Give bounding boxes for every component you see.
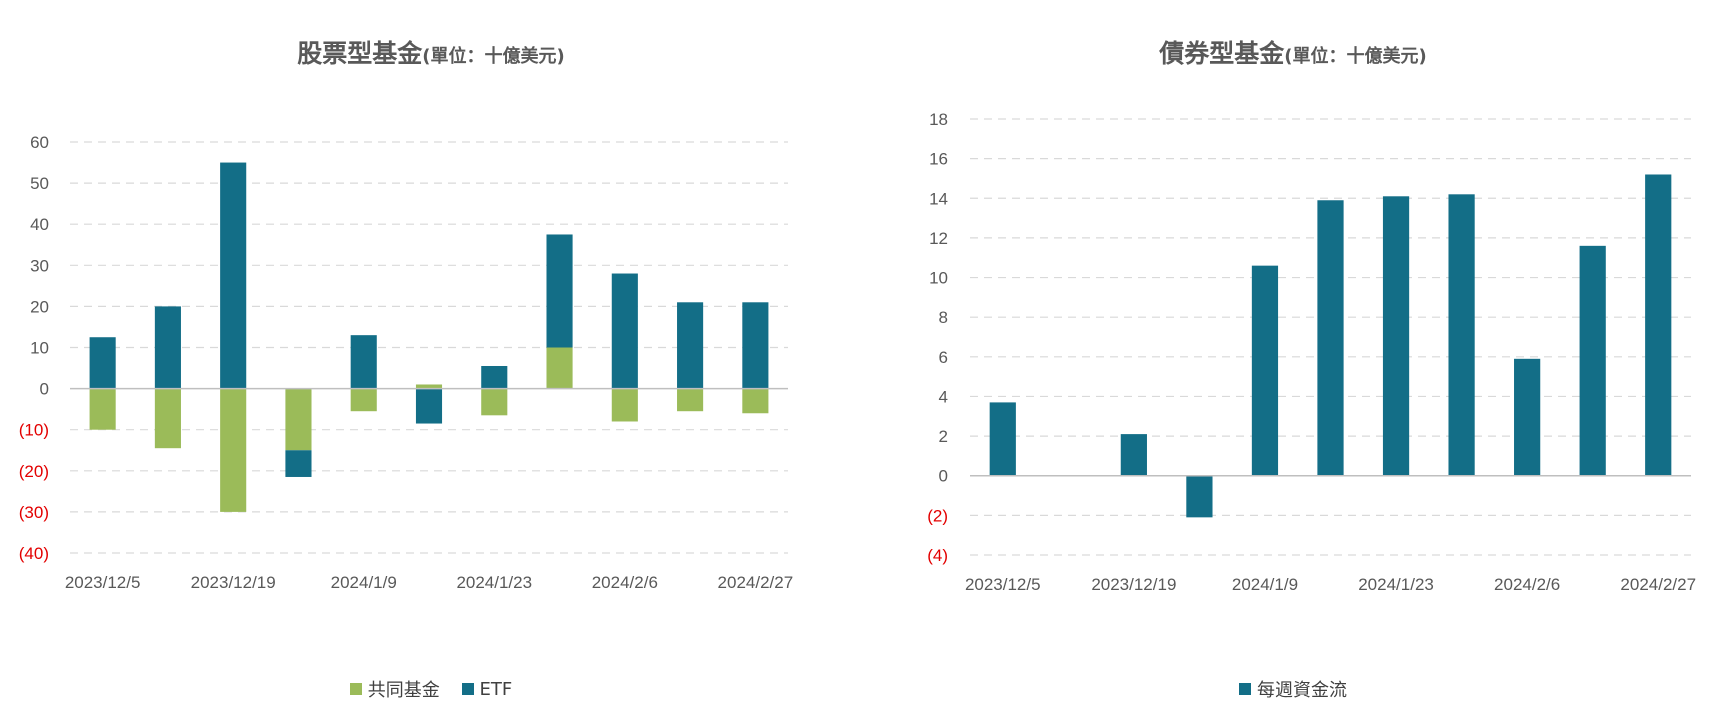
bond-y-tick-label: 16: [929, 150, 948, 169]
equity-bar-series1: [546, 347, 573, 389]
bond-y-tick-label: 14: [929, 189, 948, 208]
bond-bar-series1: [1382, 196, 1410, 476]
bond-y-tick-label: 18: [929, 110, 948, 129]
equity-bar-series1: [220, 388, 247, 512]
bond-y-tick-label: 0: [939, 467, 948, 486]
legend-label-mutual-fund: 共同基金: [367, 680, 440, 701]
equity-bar-series2: [350, 335, 377, 389]
equity-y-tick-label: 20: [30, 297, 49, 316]
equity-x-tick-label: 2023/12/5: [65, 573, 141, 592]
equity-bar-series2: [742, 302, 769, 389]
equity-chart-title: 股票型基金(單位：十億美元): [0, 34, 862, 70]
equity-bar-series1: [611, 388, 638, 422]
equity-bar-series2: [154, 306, 181, 389]
equity-bar-series1: [481, 388, 508, 416]
bond-bar-series1: [1317, 200, 1344, 476]
equity-y-tick-label: 10: [30, 339, 49, 358]
equity-x-tick-label: 2024/2/6: [592, 573, 658, 592]
legend-label-etf: ETF: [479, 678, 513, 700]
bond-bar-series1: [1448, 194, 1475, 476]
bond-bar-series1: [1251, 265, 1279, 476]
equity-bar-series2: [611, 273, 638, 389]
bond-bar-series1: [1186, 475, 1213, 518]
equity-y-tick-label: (10): [19, 421, 49, 440]
bond-x-tick-label: 2024/1/9: [1232, 575, 1298, 594]
legend-item-weekly-flow: 每週資金流: [1239, 676, 1347, 702]
equity-bar-series1: [154, 388, 181, 449]
bond-x-tick-label: 2024/2/27: [1620, 575, 1696, 594]
bond-chart-legend: 每週資金流: [862, 676, 1724, 702]
bond-y-tick-label: 10: [929, 269, 948, 288]
equity-bar-series1: [285, 388, 312, 451]
bond-bar-series1: [1120, 434, 1147, 476]
bond-bar-series1: [1514, 358, 1541, 476]
equity-bar-series2: [677, 302, 704, 389]
equity-x-tick-label: 2024/2/27: [718, 573, 794, 592]
bond-chart-title: 債券型基金(單位：十億美元): [862, 34, 1724, 70]
bond-y-tick-label: (4): [927, 546, 948, 565]
equity-chart-panel: 股票型基金(單位：十億美元) 60 50 40 30 20 10 0 (10) (20) (30)…: [0, 34, 862, 702]
equity-bar-series1: [677, 388, 704, 412]
bond-y-tick-label: 8: [939, 308, 948, 327]
equity-x-tick-label: 2024/1/9: [331, 573, 397, 592]
equity-bar-series2: [415, 388, 443, 424]
equity-y-tick-label: 60: [30, 133, 49, 152]
equity-y-tick-label: 40: [30, 215, 49, 234]
equity-bar-series2: [89, 337, 116, 389]
legend-swatch-mutual-fund: [349, 683, 362, 695]
bond-title-unit: (單位：十億美元): [1284, 46, 1427, 67]
equity-bar-series2: [285, 450, 312, 477]
bond-x-tick-label: 2024/2/6: [1494, 575, 1560, 594]
legend-swatch-weekly-flow: [1239, 683, 1251, 695]
equity-bar-series1: [89, 388, 116, 430]
bond-chart-panel: 債券型基金(單位：十億美元) 18 16 14 12 10 8 6 4 2 0 (2) (4) 2023…: [862, 0, 1724, 714]
equity-chart-legend: 共同基金 ETF: [0, 676, 862, 702]
equity-y-tick-label: (40): [19, 544, 49, 563]
equity-y-tick-label: 0: [40, 380, 49, 399]
bond-bar-series1: [1645, 174, 1672, 476]
equity-bar-series1: [415, 384, 443, 389]
bond-y-tick-label: 6: [939, 348, 948, 367]
bond-y-tick-label: 2: [939, 427, 948, 446]
equity-bar-series2: [546, 234, 573, 348]
equity-x-tick-label: 2024/1/23: [456, 573, 532, 592]
legend-item-etf: ETF: [461, 678, 513, 700]
legend-label-weekly-flow: 每週資金流: [1257, 680, 1347, 701]
bond-title-main: 債券型基金: [1159, 39, 1285, 68]
equity-bar-series1: [350, 388, 377, 412]
bond-y-tick-label: 12: [929, 229, 948, 248]
equity-title-main: 股票型基金: [297, 39, 423, 68]
equity-bar-series2: [481, 365, 508, 389]
bond-chart-plot: 18 16 14 12 10 8 6 4 2 0 (2) (4) 2023/12/5 2023/12/19…: [927, 110, 1696, 594]
bond-x-tick-label: 2023/12/19: [1091, 575, 1176, 594]
equity-bar-series2: [220, 162, 247, 389]
equity-title-unit: (單位：十億美元): [422, 46, 565, 67]
bond-x-tick-label: 2023/12/5: [965, 575, 1041, 594]
bond-x-tick-label: 2024/1/23: [1358, 575, 1434, 594]
equity-y-tick-label: 50: [30, 174, 49, 193]
equity-y-tick-label: 30: [30, 256, 49, 275]
equity-y-tick-label: (20): [19, 462, 49, 481]
equity-y-tick-label: (30): [19, 503, 49, 522]
bond-bar-series1: [989, 402, 1016, 476]
bond-y-tick-label: (2): [927, 506, 948, 525]
equity-chart-plot: 60 50 40 30 20 10 0 (10) (20) (30) (40) 2023/12/5 20…: [19, 133, 794, 592]
bond-bar-series1: [1579, 245, 1606, 476]
legend-item-mutual-fund: 共同基金: [349, 676, 440, 702]
bond-y-tick-label: 4: [939, 387, 948, 406]
legend-swatch-etf: [461, 683, 474, 695]
equity-x-tick-label: 2023/12/19: [191, 573, 276, 592]
equity-bar-series1: [742, 388, 769, 414]
